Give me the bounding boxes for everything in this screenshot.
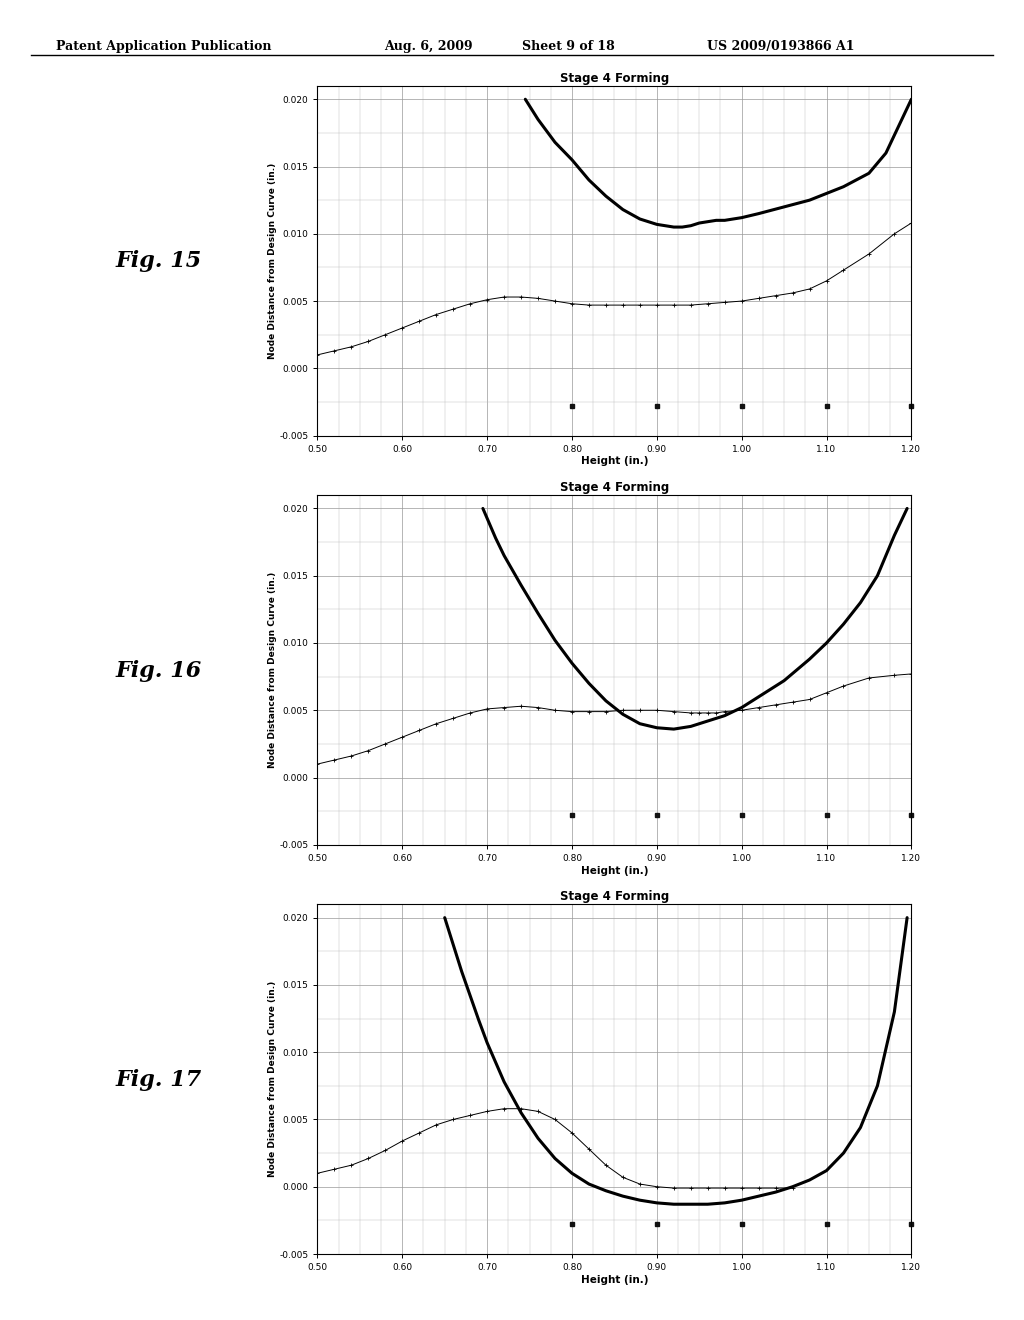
Text: Sheet 9 of 18: Sheet 9 of 18 <box>522 40 615 53</box>
Text: Fig. 16: Fig. 16 <box>116 660 202 681</box>
X-axis label: Height (in.): Height (in.) <box>581 457 648 466</box>
Y-axis label: Node Distance from Design Curve (in.): Node Distance from Design Curve (in.) <box>267 572 276 768</box>
X-axis label: Height (in.): Height (in.) <box>581 866 648 875</box>
Y-axis label: Node Distance from Design Curve (in.): Node Distance from Design Curve (in.) <box>267 981 276 1177</box>
Title: Stage 4 Forming: Stage 4 Forming <box>560 480 669 494</box>
Text: Fig. 17: Fig. 17 <box>116 1069 202 1090</box>
Text: Fig. 15: Fig. 15 <box>116 251 202 272</box>
Title: Stage 4 Forming: Stage 4 Forming <box>560 890 669 903</box>
Text: US 2009/0193866 A1: US 2009/0193866 A1 <box>707 40 854 53</box>
X-axis label: Height (in.): Height (in.) <box>581 1275 648 1284</box>
Title: Stage 4 Forming: Stage 4 Forming <box>560 71 669 84</box>
Text: Patent Application Publication: Patent Application Publication <box>56 40 271 53</box>
Text: Aug. 6, 2009: Aug. 6, 2009 <box>384 40 473 53</box>
Y-axis label: Node Distance from Design Curve (in.): Node Distance from Design Curve (in.) <box>267 162 276 359</box>
